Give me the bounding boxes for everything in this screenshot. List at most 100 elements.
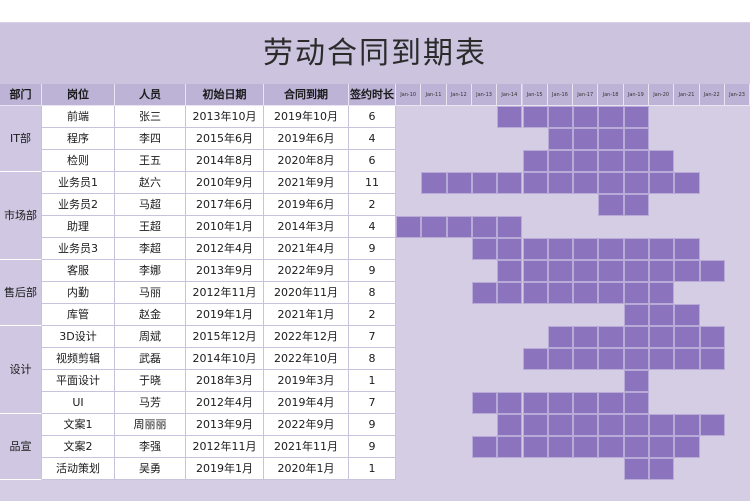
- gantt-bar-cell: [547, 150, 574, 172]
- department-cell: 售后部: [0, 260, 42, 326]
- gantt-bar-cell: [649, 304, 675, 326]
- gantt-bar-cell: [674, 348, 700, 370]
- gantt-bar-cell: [674, 436, 700, 458]
- start-date-cell: 2012年4月: [186, 392, 264, 414]
- start-date-cell: 2019年1月: [186, 458, 264, 480]
- gantt-bar-cell: [649, 172, 675, 194]
- duration-cell: 7: [349, 326, 396, 348]
- position-cell: UI: [42, 392, 115, 414]
- gantt-bar-cell: [522, 348, 548, 370]
- gantt-bar-cell: [547, 128, 574, 150]
- start-date-cell: 2012年4月: [186, 238, 264, 260]
- gantt-bar-cell: [522, 238, 548, 260]
- gantt-bar-cell: [421, 172, 447, 194]
- start-date-cell: 2014年8月: [186, 150, 264, 172]
- header-department: 部门: [0, 84, 42, 106]
- person-cell: 武磊: [115, 348, 186, 370]
- end-date-cell: 2022年10月: [264, 348, 349, 370]
- position-cell: 业务员1: [42, 172, 115, 194]
- gantt-bar-cell: [674, 260, 700, 282]
- start-date-cell: 2012年11月: [186, 436, 264, 458]
- department-cell: IT部: [0, 106, 42, 172]
- gantt-bar-cell: [522, 172, 548, 194]
- end-date-cell: 2021年1月: [264, 304, 349, 326]
- gantt-bar-cell: [522, 436, 548, 458]
- gantt-bar-cell: [573, 150, 599, 172]
- gantt-bar-cell: [573, 414, 599, 436]
- gantt-bar-cell: [497, 216, 523, 238]
- month-header: Jan-11: [421, 84, 447, 106]
- gantt-bar-cell: [699, 414, 725, 436]
- duration-cell: 6: [349, 150, 396, 172]
- header-end-date: 合同到期: [264, 84, 349, 106]
- gantt-bar-cell: [421, 216, 447, 238]
- duration-cell: 9: [349, 414, 396, 436]
- duration-cell: 4: [349, 128, 396, 150]
- gantt-bar-cell: [573, 348, 599, 370]
- person-cell: 马芳: [115, 392, 186, 414]
- person-cell: 马超: [115, 194, 186, 216]
- end-date-cell: 2020年1月: [264, 458, 349, 480]
- end-date-cell: 2021年9月: [264, 172, 349, 194]
- gantt-bar-cell: [623, 194, 649, 216]
- duration-cell: 1: [349, 458, 396, 480]
- month-header: Jan-14: [497, 84, 523, 106]
- position-cell: 文案1: [42, 414, 115, 436]
- person-cell: 周丽丽: [115, 414, 186, 436]
- gantt-bar-cell: [522, 150, 548, 172]
- gantt-bar-cell: [573, 172, 599, 194]
- end-date-cell: 2021年11月: [264, 436, 349, 458]
- gantt-bar-cell: [623, 458, 649, 480]
- department-cell: 品宣: [0, 414, 42, 480]
- gantt-bar-cell: [522, 414, 548, 436]
- header-duration: 签约时长: [349, 84, 396, 106]
- gantt-bar-cell: [471, 436, 498, 458]
- gantt-bar-cell: [598, 238, 624, 260]
- gantt-bar-cell: [573, 392, 599, 414]
- end-date-cell: 2022年12月: [264, 326, 349, 348]
- end-date-cell: 2021年4月: [264, 238, 349, 260]
- month-header: Jan-10: [396, 84, 422, 106]
- month-header: Jan-16: [547, 84, 574, 106]
- start-date-cell: 2010年9月: [186, 172, 264, 194]
- gantt-bar-cell: [598, 414, 624, 436]
- gantt-bar-cell: [598, 326, 624, 348]
- start-date-cell: 2013年10月: [186, 106, 264, 128]
- gantt-bar-cell: [471, 282, 498, 304]
- duration-cell: 7: [349, 392, 396, 414]
- gantt-bar-cell: [623, 304, 649, 326]
- month-header: Jan-20: [649, 84, 675, 106]
- gantt-bar-cell: [573, 260, 599, 282]
- person-cell: 于晓: [115, 370, 186, 392]
- gantt-bar-cell: [547, 348, 574, 370]
- gantt-bar-cell: [674, 238, 700, 260]
- start-date-cell: 2014年10月: [186, 348, 264, 370]
- gantt-bar-cell: [623, 128, 649, 150]
- gantt-bar-cell: [674, 326, 700, 348]
- gantt-bar-cell: [471, 238, 498, 260]
- duration-cell: 8: [349, 282, 396, 304]
- gantt-bar-cell: [547, 260, 574, 282]
- month-header: Jan-21: [674, 84, 700, 106]
- gantt-bar-cell: [547, 414, 574, 436]
- gantt-bar-cell: [598, 194, 624, 216]
- gantt-bar-cell: [497, 436, 523, 458]
- gantt-bar-cell: [547, 238, 574, 260]
- person-cell: 李超: [115, 238, 186, 260]
- gantt-bar-cell: [623, 150, 649, 172]
- gantt-bar-cell: [547, 326, 574, 348]
- gantt-bar-cell: [547, 282, 574, 304]
- position-cell: 平面设计: [42, 370, 115, 392]
- gantt-bar-cell: [649, 436, 675, 458]
- position-cell: 内勤: [42, 282, 115, 304]
- gantt-bar-cell: [497, 392, 523, 414]
- gantt-bar-cell: [598, 392, 624, 414]
- gantt-bar-cell: [623, 172, 649, 194]
- gantt-bar-cell: [522, 282, 548, 304]
- start-date-cell: 2012年11月: [186, 282, 264, 304]
- end-date-cell: 2020年11月: [264, 282, 349, 304]
- gantt-bar-cell: [674, 414, 700, 436]
- gantt-bar-cell: [623, 106, 649, 128]
- title-band: 劳动合同到期表: [0, 22, 750, 85]
- end-date-cell: 2019年4月: [264, 392, 349, 414]
